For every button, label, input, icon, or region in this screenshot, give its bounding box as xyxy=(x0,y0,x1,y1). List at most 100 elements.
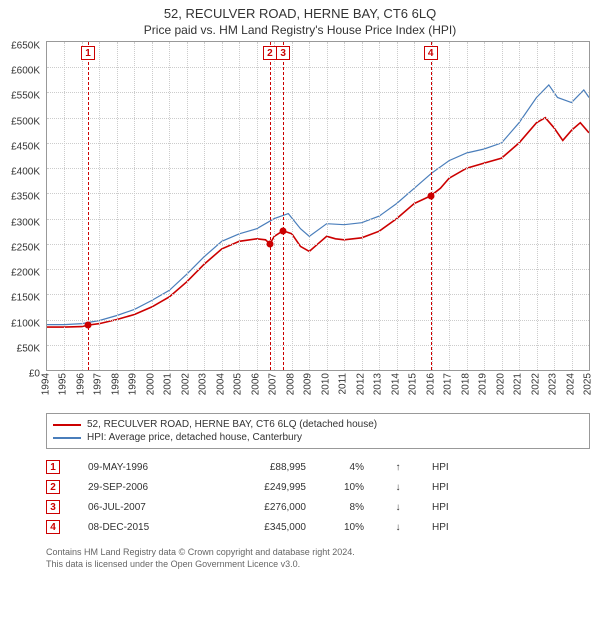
gridline xyxy=(117,42,118,370)
x-tick-label: 2013 xyxy=(373,373,384,395)
arrow-up-icon: ↑ xyxy=(392,462,404,473)
row-price: £88,995 xyxy=(226,462,306,473)
gridline xyxy=(554,42,555,370)
gridline xyxy=(47,92,589,93)
legend: 52, RECULVER ROAD, HERNE BAY, CT6 6LQ (d… xyxy=(46,413,590,449)
legend-label: 52, RECULVER ROAD, HERNE BAY, CT6 6LQ (d… xyxy=(87,419,377,430)
sale-marker-line xyxy=(283,42,284,370)
x-tick-label: 2025 xyxy=(583,373,594,395)
y-tick-label: £650K xyxy=(11,41,40,52)
table-row: 109-MAY-1996£88,9954%↑HPI xyxy=(46,457,590,477)
plot-area: 1234 xyxy=(46,41,590,371)
x-tick-label: 2022 xyxy=(530,373,541,395)
gridline xyxy=(82,42,83,370)
gridline xyxy=(47,294,589,295)
arrow-down-icon: ↓ xyxy=(392,482,404,493)
row-pct: 10% xyxy=(334,522,364,533)
y-tick-label: £250K xyxy=(11,242,40,253)
gridline xyxy=(362,42,363,370)
sale-marker-box: 1 xyxy=(81,46,95,60)
x-tick-label: 1997 xyxy=(93,373,104,395)
x-tick-label: 2023 xyxy=(548,373,559,395)
gridline xyxy=(572,42,573,370)
x-tick-label: 2015 xyxy=(408,373,419,395)
gridline xyxy=(47,67,589,68)
x-tick-label: 2012 xyxy=(355,373,366,395)
row-hpi-label: HPI xyxy=(432,462,462,473)
gridline xyxy=(47,219,589,220)
x-tick-label: 2024 xyxy=(565,373,576,395)
gridline xyxy=(169,42,170,370)
gridline xyxy=(519,42,520,370)
legend-swatch xyxy=(53,424,81,426)
gridline xyxy=(47,269,589,270)
gridline xyxy=(47,143,589,144)
x-tick-label: 2005 xyxy=(233,373,244,395)
x-tick-label: 2000 xyxy=(145,373,156,395)
y-tick-label: £50K xyxy=(17,343,40,354)
arrow-down-icon: ↓ xyxy=(392,522,404,533)
x-tick-label: 2010 xyxy=(320,373,331,395)
gridline xyxy=(467,42,468,370)
gridline xyxy=(414,42,415,370)
sale-marker-dot xyxy=(427,192,434,199)
row-price: £345,000 xyxy=(226,522,306,533)
x-tick-label: 2011 xyxy=(338,373,349,395)
gridline xyxy=(47,168,589,169)
sale-marker-line xyxy=(270,42,271,370)
chart-subtitle: Price paid vs. HM Land Registry's House … xyxy=(0,21,600,41)
gridline xyxy=(134,42,135,370)
y-tick-label: £300K xyxy=(11,217,40,228)
x-tick-label: 2019 xyxy=(478,373,489,395)
x-tick-label: 1999 xyxy=(128,373,139,395)
row-date: 09-MAY-1996 xyxy=(88,462,198,473)
gridline xyxy=(99,42,100,370)
row-pct: 4% xyxy=(334,462,364,473)
gridline xyxy=(187,42,188,370)
row-marker-box: 3 xyxy=(46,500,60,514)
x-tick-label: 1994 xyxy=(41,373,52,395)
y-tick-label: £100K xyxy=(11,318,40,329)
footer-line: This data is licensed under the Open Gov… xyxy=(46,559,590,571)
y-axis: £0£50K£100K£150K£200K£250K£300K£350K£400… xyxy=(0,46,44,376)
row-price: £276,000 xyxy=(226,502,306,513)
row-hpi-label: HPI xyxy=(432,522,462,533)
gridline xyxy=(47,345,589,346)
gridline xyxy=(344,42,345,370)
y-tick-label: £450K xyxy=(11,141,40,152)
gridline xyxy=(309,42,310,370)
x-tick-label: 2006 xyxy=(250,373,261,395)
gridline xyxy=(274,42,275,370)
x-tick-label: 2014 xyxy=(390,373,401,395)
x-tick-label: 1998 xyxy=(110,373,121,395)
gridline xyxy=(379,42,380,370)
table-row: 408-DEC-2015£345,00010%↓HPI xyxy=(46,517,590,537)
y-tick-label: £500K xyxy=(11,116,40,127)
row-price: £249,995 xyxy=(226,482,306,493)
x-tick-label: 2003 xyxy=(198,373,209,395)
gridline xyxy=(432,42,433,370)
row-pct: 10% xyxy=(334,482,364,493)
sale-marker-dot xyxy=(280,227,287,234)
x-axis: 1994199519961997199819992000200120022003… xyxy=(46,371,590,405)
x-tick-label: 2004 xyxy=(215,373,226,395)
footer-line: Contains HM Land Registry data © Crown c… xyxy=(46,547,590,559)
y-tick-label: £600K xyxy=(11,66,40,77)
x-tick-label: 2021 xyxy=(513,373,524,395)
chart-container: 52, RECULVER ROAD, HERNE BAY, CT6 6LQ Pr… xyxy=(0,0,600,620)
y-tick-label: £0 xyxy=(29,369,40,380)
sale-marker-box: 4 xyxy=(424,46,438,60)
row-date: 06-JUL-2007 xyxy=(88,502,198,513)
gridline xyxy=(257,42,258,370)
gridline xyxy=(484,42,485,370)
y-tick-label: £200K xyxy=(11,268,40,279)
gridline xyxy=(64,42,65,370)
x-tick-label: 2016 xyxy=(425,373,436,395)
sales-table: 109-MAY-1996£88,9954%↑HPI229-SEP-2006£24… xyxy=(46,457,590,537)
row-pct: 8% xyxy=(334,502,364,513)
x-tick-label: 2018 xyxy=(460,373,471,395)
gridline xyxy=(239,42,240,370)
chart-title: 52, RECULVER ROAD, HERNE BAY, CT6 6LQ xyxy=(0,0,600,21)
legend-swatch xyxy=(53,437,81,439)
y-tick-label: £550K xyxy=(11,91,40,102)
